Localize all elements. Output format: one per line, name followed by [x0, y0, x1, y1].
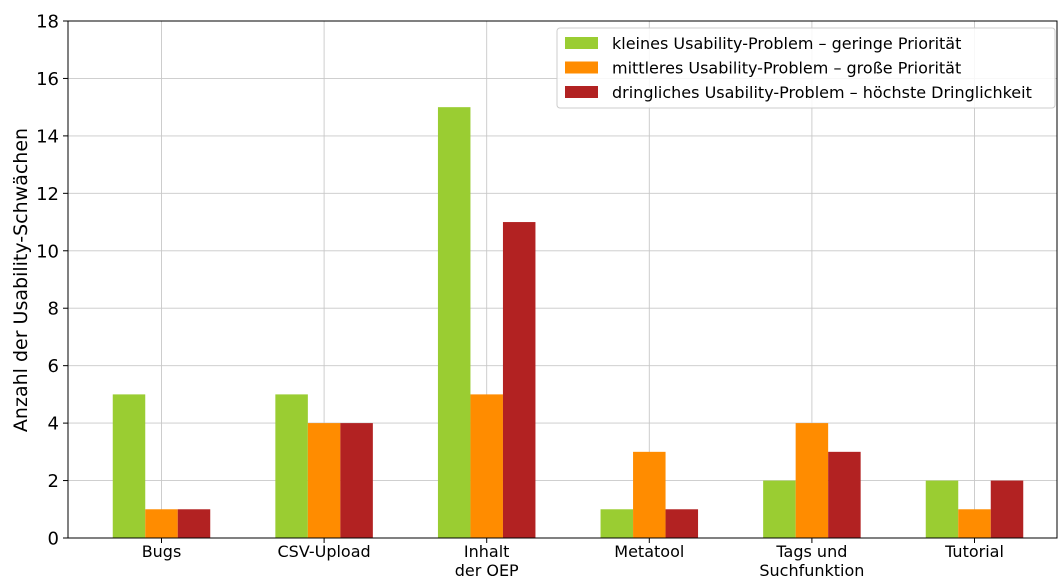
bar	[145, 509, 178, 538]
y-tick-label: 10	[36, 241, 59, 262]
x-tick-label: Tags und Suchfunktion	[759, 542, 864, 578]
legend-swatch	[565, 61, 598, 74]
bar	[990, 480, 1024, 538]
x-tick-label: Metatool	[614, 542, 684, 561]
bar	[437, 107, 471, 539]
bar	[600, 509, 634, 538]
x-tick-label: Tutorial	[944, 542, 1004, 561]
y-axis-title: Anzahl der Usability-Schwächen	[10, 128, 32, 432]
bar	[633, 451, 666, 538]
legend-swatch	[565, 86, 598, 98]
y-tick-label: 12	[36, 184, 59, 205]
bar	[275, 394, 308, 538]
legend-label: mittleres Usability-Problem – große Prio…	[612, 59, 961, 78]
bar	[340, 423, 373, 538]
y-tick-label: 18	[36, 12, 59, 33]
legend: kleines Usability-Problem – geringe Prio…	[556, 27, 1056, 109]
bar	[177, 509, 211, 538]
plot-frame	[67, 20, 1058, 539]
y-tick-label: 0	[48, 529, 59, 550]
y-tick-label: 2	[48, 471, 59, 492]
x-tick-label: Inhalt der OEP	[455, 542, 519, 578]
bar	[502, 222, 536, 539]
axes	[67, 20, 1058, 539]
y-axis-ticks: 0 2 4 6 8 10 12 14 16 18	[36, 12, 68, 550]
legend-label: dringliches Usability-Problem – höchste …	[612, 83, 1032, 102]
x-axis-ticks: Bugs CSV-Upload Inhalt der OEP Metatool Tags …	[142, 538, 1004, 580]
bar	[307, 423, 341, 538]
bar	[665, 509, 699, 538]
bar	[470, 394, 503, 538]
y-tick-label: 16	[36, 69, 59, 90]
bars	[112, 107, 1024, 539]
x-tick-label: Bugs	[142, 542, 182, 561]
bar	[958, 509, 991, 538]
y-tick-label: 4	[48, 414, 59, 435]
y-tick-label: 8	[48, 299, 59, 320]
bar	[795, 423, 829, 538]
y-tick-label: 6	[48, 356, 59, 377]
y-tick-label: 14	[36, 126, 59, 147]
bar	[112, 394, 146, 538]
bar	[763, 480, 796, 538]
bar	[925, 480, 959, 538]
bar	[828, 451, 861, 538]
legend-label: kleines Usability-Problem – geringe Prio…	[612, 34, 961, 53]
x-tick-label: CSV-Upload	[278, 542, 371, 561]
legend-box	[556, 27, 1056, 109]
legend-swatch	[565, 37, 598, 49]
